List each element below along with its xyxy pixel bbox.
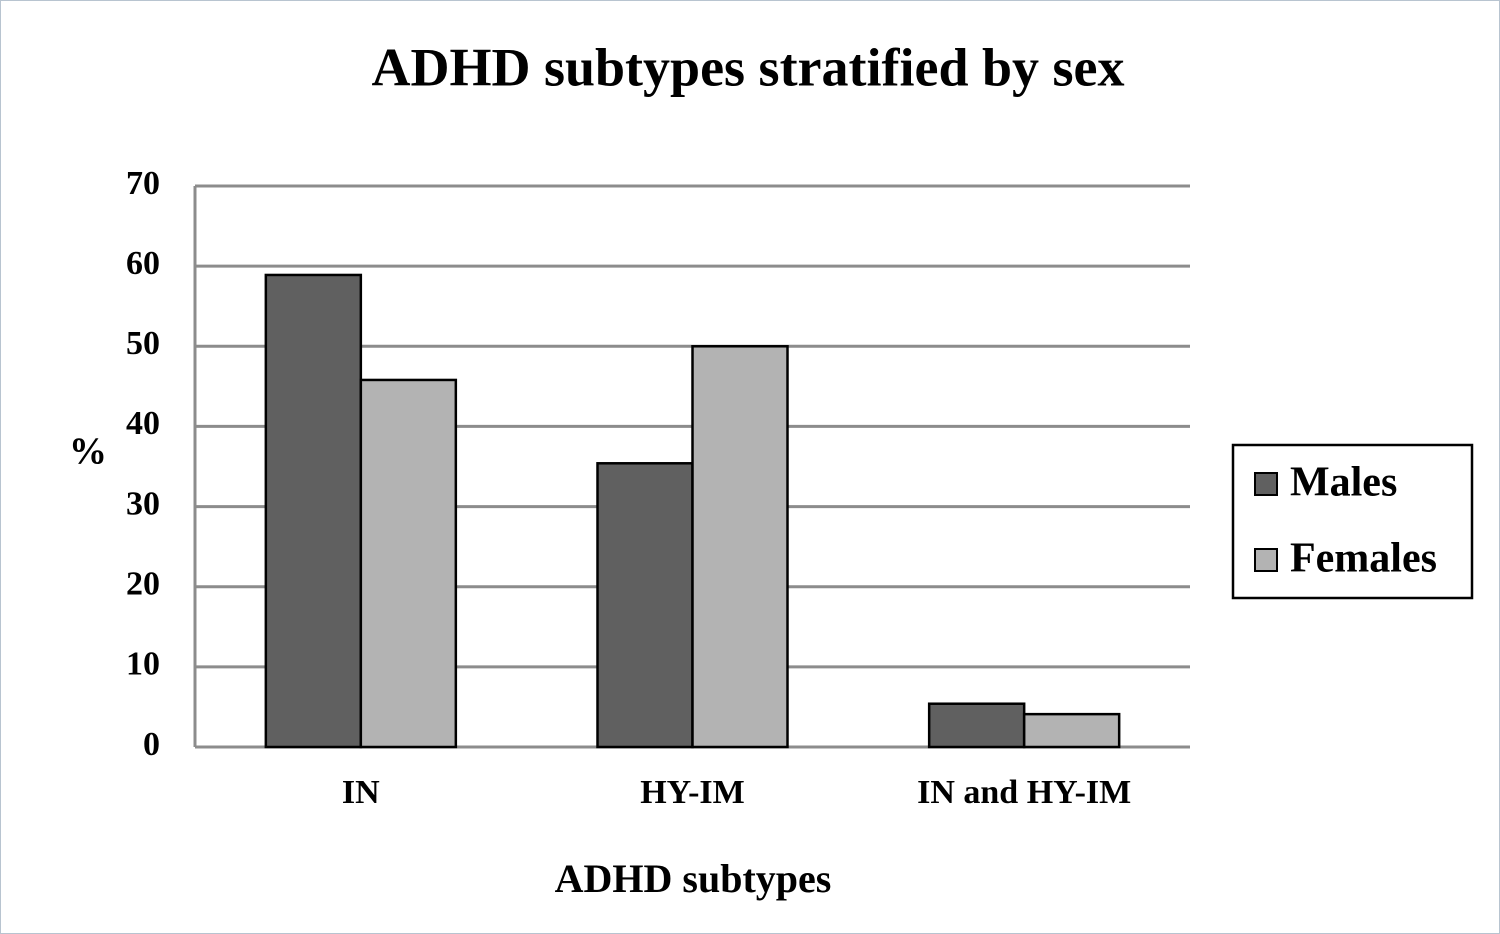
y-tick-label: 0	[143, 726, 160, 763]
bar	[264, 273, 363, 749]
y-tick-label: 70	[126, 165, 160, 202]
chart-title: ADHD subtypes stratified by sex	[371, 37, 1124, 97]
legend-swatch	[1254, 548, 1278, 572]
y-tick-label: 30	[126, 485, 160, 522]
bar	[1022, 712, 1121, 749]
x-tick-label: IN	[342, 774, 380, 811]
bar	[359, 378, 458, 749]
y-tick-label: 60	[126, 245, 160, 282]
legend-box	[1231, 443, 1474, 600]
legend-label: Males	[1290, 460, 1397, 506]
bar	[927, 702, 1026, 749]
x-tick-label: HY-IM	[640, 774, 745, 811]
y-tick-label: 40	[126, 405, 160, 442]
legend-label: Females	[1290, 536, 1437, 582]
y-tick-label: 20	[126, 566, 160, 603]
y-axis-title: %	[69, 431, 107, 473]
y-tick-label: 50	[126, 325, 160, 362]
bar	[596, 462, 694, 749]
legend-swatch	[1254, 472, 1278, 496]
x-tick-label: IN and HY-IM	[917, 774, 1131, 811]
bar	[691, 345, 789, 749]
y-tick-label: 10	[126, 646, 160, 683]
x-axis-title: ADHD subtypes	[555, 856, 832, 901]
